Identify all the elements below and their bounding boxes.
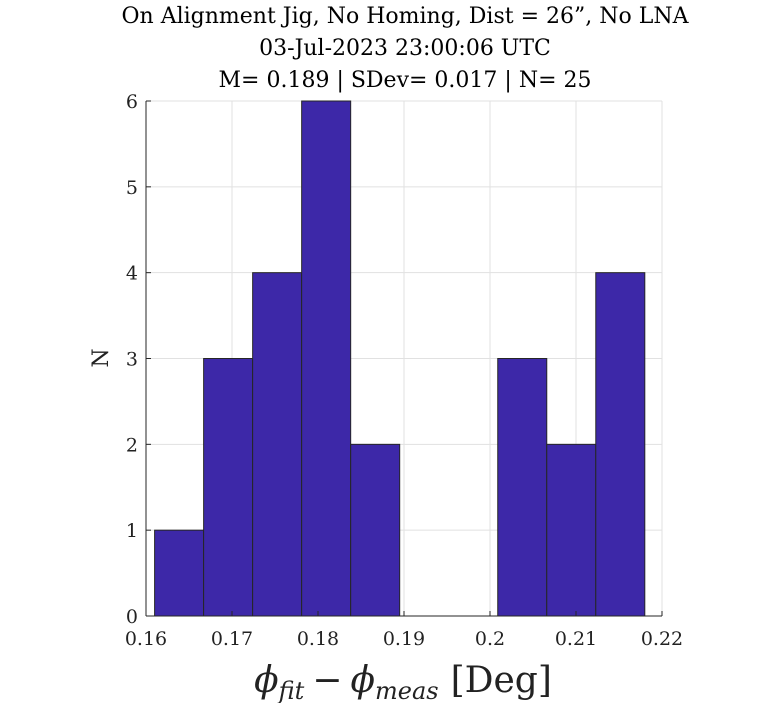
title-line-2: 03-Jul-2023 23:00:06 UTC bbox=[259, 36, 551, 61]
x-label-sub-fit: fit bbox=[277, 677, 305, 703]
histogram-bars bbox=[154, 100, 646, 617]
y-tick-label: 4 bbox=[126, 263, 138, 285]
x-axis-label: ϕfit − ϕmeas [Deg] bbox=[254, 660, 552, 703]
histogram-bar bbox=[252, 272, 303, 617]
histogram-bar bbox=[301, 100, 352, 617]
x-tick-label: 0.18 bbox=[297, 628, 339, 650]
histogram-bar bbox=[203, 358, 254, 617]
y-tick-labels: 0 1 2 3 4 5 6 bbox=[126, 91, 138, 628]
y-axis-label: N bbox=[89, 348, 114, 367]
y-tick-label: 2 bbox=[126, 434, 138, 456]
chart-title: On Alignment Jig, No Homing, Dist = 26”,… bbox=[122, 4, 690, 93]
x-tick-label: 0.17 bbox=[211, 628, 253, 650]
histogram-bar bbox=[546, 443, 597, 617]
x-label-phi-2: ϕ bbox=[350, 660, 375, 701]
y-tick-label: 3 bbox=[126, 349, 138, 371]
title-line-3: M= 0.189 | SDev= 0.017 | N= 25 bbox=[219, 68, 592, 93]
x-label-phi-1: ϕ bbox=[254, 660, 279, 701]
x-tick-label: 0.21 bbox=[555, 628, 597, 650]
x-tick-label: 0.2 bbox=[475, 628, 505, 650]
y-tick-label: 6 bbox=[126, 91, 138, 113]
y-tick-label: 5 bbox=[126, 177, 138, 199]
x-label-unit: [Deg] bbox=[451, 660, 552, 701]
x-tick-label: 0.16 bbox=[125, 628, 167, 650]
y-tick-label: 0 bbox=[126, 606, 138, 628]
x-tick-label: 0.22 bbox=[641, 628, 683, 650]
histogram-bar bbox=[350, 443, 401, 617]
histogram-bar bbox=[595, 272, 646, 617]
title-line-1: On Alignment Jig, No Homing, Dist = 26”,… bbox=[122, 4, 690, 29]
y-tick-label: 1 bbox=[126, 520, 138, 542]
x-label-sub-meas: meas bbox=[375, 677, 439, 703]
x-tick-labels: 0.16 0.17 0.18 0.19 0.2 0.21 0.22 bbox=[125, 628, 683, 650]
histogram-bar bbox=[497, 358, 548, 617]
x-label-minus: − bbox=[312, 660, 342, 701]
x-tick-label: 0.19 bbox=[383, 628, 425, 650]
histogram-bar bbox=[154, 529, 205, 617]
axes bbox=[145, 100, 663, 617]
